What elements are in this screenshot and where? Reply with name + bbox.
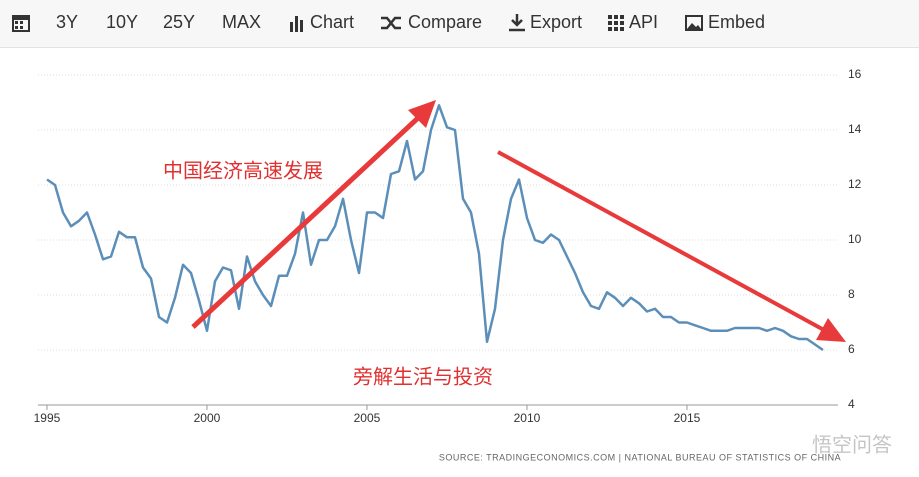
calendar-icon[interactable]	[10, 12, 34, 36]
range-button[interactable]: 25Y	[163, 12, 196, 32]
arrow	[191, 116, 420, 329]
chart-button[interactable]: Chart	[310, 12, 355, 32]
arrow-head	[408, 100, 436, 128]
toolbar: 3Y 10Y 25Y MAX Chart Compare Export API …	[0, 0, 919, 48]
x-tick-label: 2015	[674, 411, 701, 425]
arrow-head	[816, 318, 846, 342]
arrows	[191, 100, 846, 342]
x-tick-label: 2000	[194, 411, 221, 425]
embed-icon	[685, 15, 703, 31]
line-series	[46, 104, 824, 352]
y-tick-label: 16	[848, 67, 862, 81]
range-button[interactable]: 3Y	[56, 12, 79, 32]
watermark: 悟空问答	[812, 433, 892, 456]
annotation: 中国经济高速发展	[163, 159, 323, 182]
y-tick-label: 12	[848, 177, 862, 191]
chart-icon	[290, 16, 303, 32]
y-tick-label: 14	[848, 122, 862, 136]
y-tick-label: 4	[848, 397, 855, 411]
plot: 4 6 8 10 12 14 16 1995 2000 2005 2010 2015	[34, 67, 862, 425]
y-tick-label: 6	[848, 342, 855, 356]
x-tick-label: 2010	[514, 411, 541, 425]
y-tick-label: 10	[848, 232, 862, 246]
range-button[interactable]: 10Y	[106, 12, 139, 32]
x-tick-label: 2005	[354, 411, 381, 425]
y-tick-label: 8	[848, 287, 855, 301]
compare-button[interactable]: Compare	[408, 12, 483, 32]
api-button[interactable]: API	[629, 12, 659, 32]
compare-icon	[381, 16, 401, 30]
api-icon	[608, 15, 624, 31]
export-button[interactable]: Export	[530, 12, 583, 32]
x-tick-label: 1995	[34, 411, 61, 425]
arrow	[497, 150, 825, 332]
source: SOURCE: TRADINGECONOMICS.COM | NATIONAL …	[439, 452, 841, 462]
annotation: 旁解生活与投资	[353, 365, 493, 388]
export-icon	[509, 14, 525, 32]
range-button[interactable]: MAX	[222, 12, 262, 32]
embed-button[interactable]: Embed	[708, 12, 766, 32]
